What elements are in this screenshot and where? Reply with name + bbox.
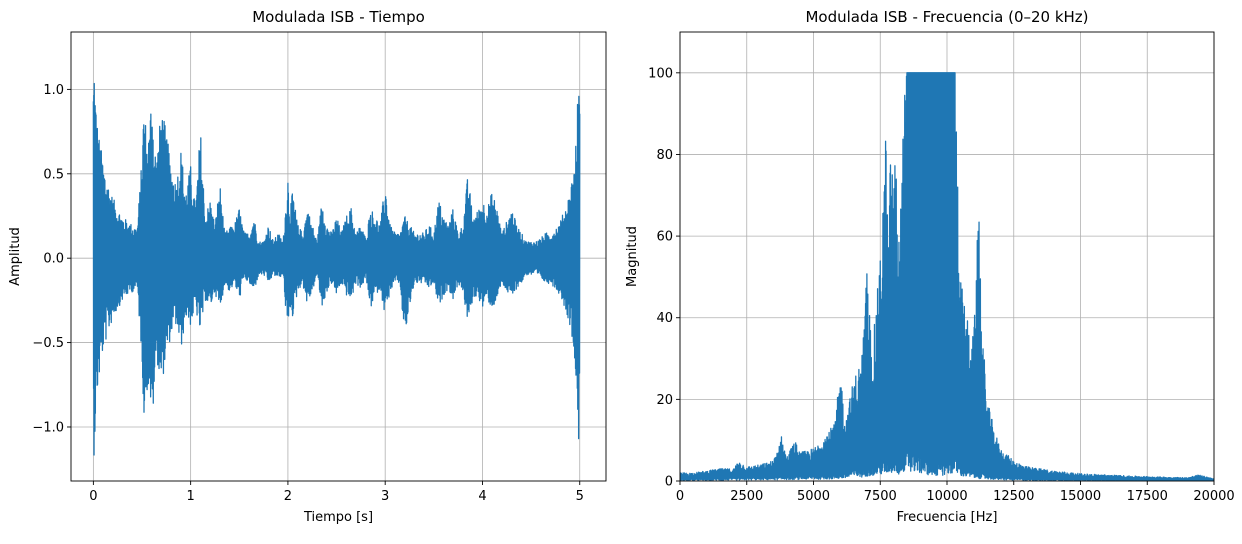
frequency-chart-x-ticks: 0 2500 5000 7500 10000 12500 15000 17500 20000: [676, 481, 1235, 504]
y-tick-label: 80: [656, 148, 673, 163]
y-tick-label: 0.0: [43, 252, 64, 267]
y-tick-label: 0: [665, 475, 673, 490]
y-tick-label: 60: [656, 230, 673, 245]
frequency-chart: 0 2500 5000 7500 10000 12500 15000 17500 20000 0…: [625, 8, 1235, 525]
y-tick-label: 1.0: [43, 83, 64, 98]
frequency-chart-y-label: Magnitud: [625, 226, 640, 287]
time-chart-signal: [92, 82, 581, 456]
y-tick-label: 40: [656, 311, 673, 326]
frequency-chart-spectrum: [680, 72, 1214, 481]
x-tick-label: 2500: [730, 489, 763, 504]
x-tick-label: 20000: [1193, 489, 1234, 504]
time-chart-x-label: Tiempo [s]: [303, 510, 373, 525]
x-tick-label: 10000: [926, 489, 967, 504]
x-tick-label: 7500: [864, 489, 897, 504]
y-tick-label: 0.5: [43, 167, 64, 182]
x-tick-label: 5000: [797, 489, 830, 504]
x-tick-label: 1: [187, 489, 195, 504]
time-chart-title: Modulada ISB - Tiempo: [252, 8, 425, 26]
x-tick-label: 0: [89, 489, 97, 504]
time-chart-y-ticks: −1.0 −0.5 0.0 0.5 1.0: [32, 83, 71, 435]
time-chart-frame: [70, 31, 607, 482]
x-tick-label: 3: [381, 489, 389, 504]
frequency-chart-y-ticks: 0 20 40 60 80 100: [648, 66, 680, 490]
y-tick-label: 100: [648, 66, 673, 81]
frequency-chart-x-label: Frecuencia [Hz]: [897, 510, 998, 525]
spectrum-line: [680, 72, 1214, 481]
time-signal-line: [92, 82, 581, 456]
time-chart: 0 1 2 3 4 5 −1.0 −0.5 0.0 0.5 1.0 Modulada ISB - …: [8, 8, 607, 525]
y-tick-label: 20: [656, 393, 673, 408]
time-chart-x-ticks: 0 1 2 3 4 5: [89, 481, 584, 504]
y-tick-label: −1.0: [32, 420, 64, 435]
time-chart-y-label: Amplitud: [8, 227, 23, 286]
x-tick-label: 15000: [1060, 489, 1101, 504]
x-tick-label: 17500: [1127, 489, 1168, 504]
x-tick-label: 4: [478, 489, 486, 504]
frequency-chart-title: Modulada ISB - Frecuencia (0–20 kHz): [805, 8, 1088, 26]
x-tick-label: 0: [676, 489, 684, 504]
x-tick-label: 12500: [993, 489, 1034, 504]
x-tick-label: 5: [576, 489, 584, 504]
x-tick-label: 2: [284, 489, 292, 504]
y-tick-label: −0.5: [32, 336, 64, 351]
